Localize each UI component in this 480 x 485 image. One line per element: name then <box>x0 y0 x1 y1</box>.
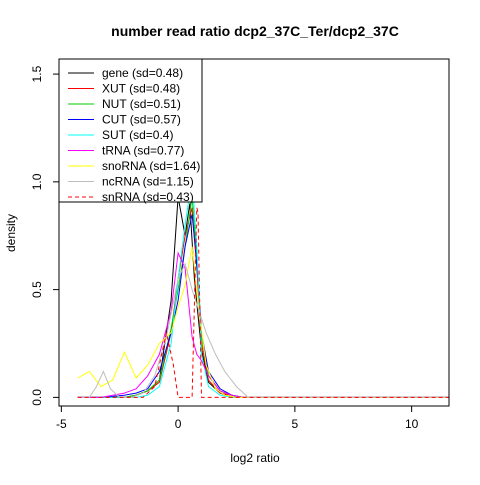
y-axis-label: density <box>4 214 18 252</box>
legend-label-6: snoRNA (sd=1.64) <box>102 159 200 173</box>
series-layer <box>77 177 449 398</box>
series-line-3 <box>77 214 449 398</box>
series-line-0 <box>77 196 449 398</box>
series-line-6 <box>77 246 449 398</box>
x-tick-label-3: 10 <box>405 417 419 431</box>
y-tick-label-0: 0.0 <box>30 389 44 406</box>
series-line-2 <box>77 196 449 398</box>
x-tick-label-0: -5 <box>56 417 67 431</box>
y-tick-label-2: 1.0 <box>30 173 44 190</box>
legend: gene (sd=0.48) XUT (sd=0.48)NUT (sd=0.51)… <box>58 58 203 204</box>
series-line-1 <box>77 207 449 398</box>
legend-label-2: NUT (sd=0.51) <box>102 97 181 111</box>
legend-box <box>58 58 203 203</box>
chart-title: number read ratio dcp2_37C_Ter/dcp2_37C <box>111 23 399 39</box>
y-tick-label-1: 0.5 <box>30 281 44 298</box>
legend-label-4: SUT (sd=0.4) <box>102 128 173 142</box>
series-line-8 <box>77 207 449 398</box>
legend-label-1: XUT (sd=0.48) <box>102 82 180 96</box>
legend-label-8: snRNA (sd=0.43) <box>102 190 194 204</box>
x-axis-label: log2 ratio <box>230 451 280 465</box>
series-line-5 <box>77 251 449 398</box>
y-tick-label-3: 1.5 <box>30 65 44 82</box>
x-tick-label-1: 0 <box>175 417 182 431</box>
legend-label-3: CUT (sd=0.57) <box>102 113 181 127</box>
legend-label-0: gene (sd=0.48) <box>102 66 183 80</box>
legend-label-5: tRNA (sd=0.77) <box>102 144 184 158</box>
legend-label-7: ncRNA (sd=1.15) <box>102 175 194 189</box>
series-line-4 <box>77 177 449 398</box>
series-line-7 <box>77 262 449 398</box>
x-tick-label-2: 5 <box>292 417 299 431</box>
